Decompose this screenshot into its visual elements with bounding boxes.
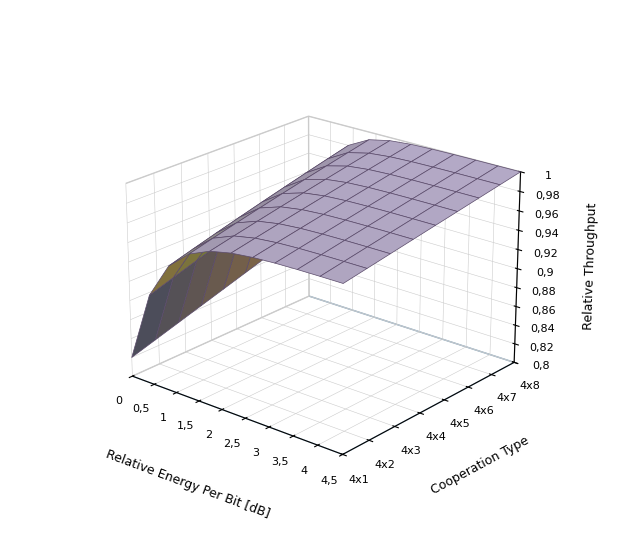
Y-axis label: Cooperation Type: Cooperation Type — [429, 434, 531, 497]
X-axis label: Relative Energy Per Bit [dB]: Relative Energy Per Bit [dB] — [104, 448, 272, 520]
